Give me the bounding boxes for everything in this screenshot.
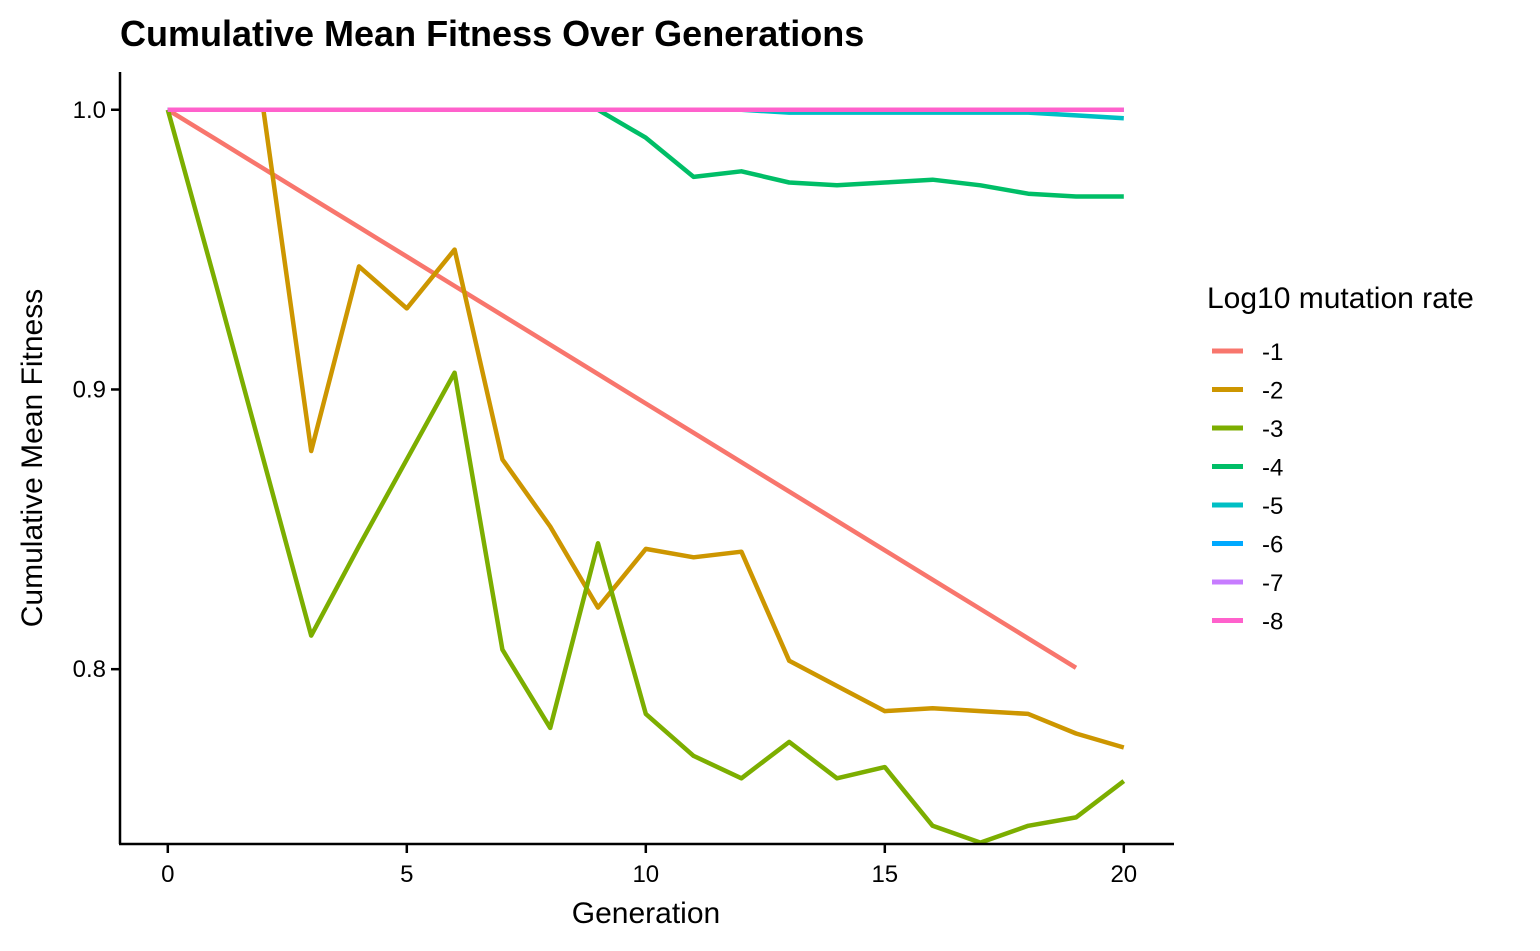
legend-title: Log10 mutation rate xyxy=(1207,282,1474,315)
x-tick-label: 15 xyxy=(871,861,898,888)
y-tick-label: 1.0 xyxy=(73,97,106,124)
x-tick-label: 10 xyxy=(632,861,659,888)
y-tick-label: 0.9 xyxy=(73,376,106,403)
legend-label-3: -3 xyxy=(1262,416,1283,443)
x-tick-label: 0 xyxy=(161,861,174,888)
legend-items: -1 -2 -3 -4 -5 -6 -7 -8 xyxy=(1212,339,1283,636)
series-line-4 xyxy=(167,107,1124,199)
legend-label-6: -6 xyxy=(1262,532,1283,559)
legend-label-7: -7 xyxy=(1262,570,1283,597)
x-tick-label: 20 xyxy=(1110,861,1137,888)
y-axis-ticks: 0.8 0.9 1.0 xyxy=(73,97,120,683)
plot-area: 0 5 10 15 20 0.8 0.9 1.0 xyxy=(73,72,1174,888)
legend: Log10 mutation rate -1 -2 -3 -4 -5 -6 -7 -8 xyxy=(1207,282,1474,636)
y-axis-title: Cumulative Mean Fitness xyxy=(16,289,49,627)
legend-label-4: -4 xyxy=(1262,455,1283,482)
series-line-2 xyxy=(167,107,1125,750)
x-axis-title: Generation xyxy=(572,897,720,930)
x-tick-label: 5 xyxy=(400,861,413,888)
legend-label-5: -5 xyxy=(1262,493,1283,520)
y-tick-label: 0.8 xyxy=(73,656,106,683)
series-layer xyxy=(165,107,1126,845)
legend-label-1: -1 xyxy=(1262,339,1283,366)
legend-label-2: -2 xyxy=(1262,378,1283,405)
x-axis-ticks: 0 5 10 15 20 xyxy=(161,844,1137,888)
legend-label-8: -8 xyxy=(1262,609,1283,636)
series-line-3 xyxy=(165,109,1126,845)
chart-title: Cumulative Mean Fitness Over Generations xyxy=(120,13,864,54)
series-line-1 xyxy=(166,107,1078,670)
